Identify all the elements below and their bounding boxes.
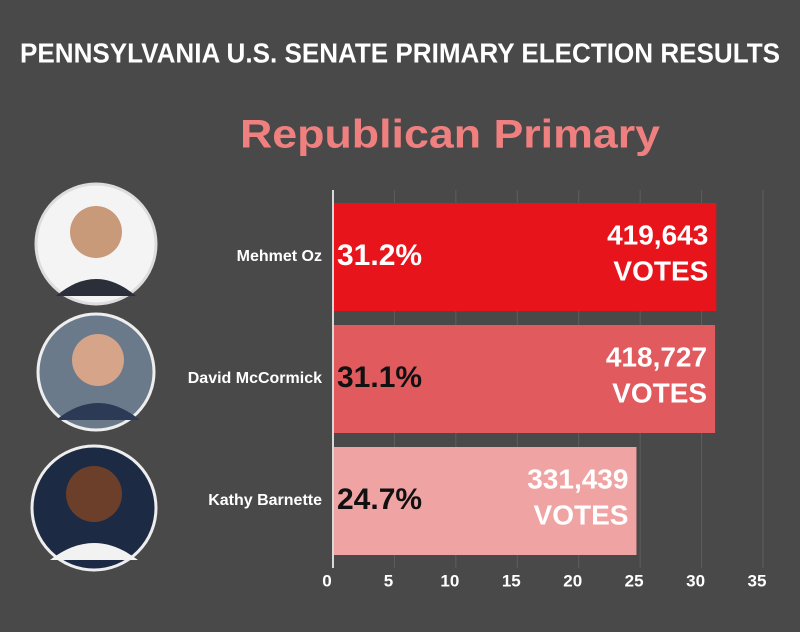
portrait	[36, 312, 156, 432]
x-tick-label: 15	[502, 571, 521, 590]
x-tick-label: 0	[322, 571, 331, 590]
x-tick-label: 35	[748, 571, 767, 590]
vote-unit: VOTES	[612, 377, 707, 408]
portrait	[30, 444, 158, 572]
value-label: 31.2%	[337, 239, 422, 272]
bar	[333, 325, 716, 433]
portrait	[34, 182, 158, 306]
vote-unit: VOTES	[534, 499, 629, 530]
x-tick-label: 5	[384, 571, 393, 590]
category-label: Mehmet Oz	[237, 248, 322, 265]
vote-label: 331,439	[527, 463, 628, 494]
chart-subtitle: Republican Primary	[240, 113, 661, 157]
x-tick-label: 10	[440, 571, 459, 590]
bar	[333, 203, 717, 311]
value-label: 31.1%	[337, 361, 422, 394]
x-tick-label: 30	[686, 571, 705, 590]
portraits	[30, 182, 158, 572]
vote-unit: VOTES	[613, 255, 708, 286]
category-label: David McCormick	[188, 370, 322, 387]
bar	[333, 447, 637, 555]
x-tick-label: 20	[563, 571, 582, 590]
chart-title: PENNSYLVANIA U.S. SENATE PRIMARY ELECTIO…	[20, 37, 780, 68]
vote-label: 419,643	[607, 219, 708, 250]
vote-label: 418,727	[606, 341, 707, 372]
x-tick-label: 25	[625, 571, 644, 590]
category-label: Kathy Barnette	[208, 492, 322, 509]
value-label: 24.7%	[337, 483, 422, 516]
